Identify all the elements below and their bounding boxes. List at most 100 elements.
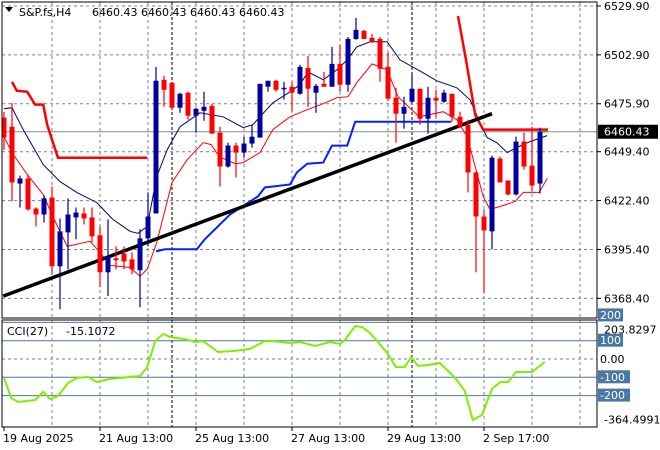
candle <box>497 156 503 183</box>
candle-body <box>441 92 447 102</box>
candle <box>9 102 15 202</box>
candle-body <box>393 97 399 114</box>
candle-body <box>57 231 63 267</box>
candle-body <box>105 256 111 273</box>
candle-body <box>233 145 239 153</box>
indicators <box>2 15 597 298</box>
candle <box>137 229 143 308</box>
cci-max-label: 203.8297 <box>604 324 657 337</box>
candle-body <box>9 126 15 183</box>
price-tick-label: 6422.40 <box>604 195 650 208</box>
cci-min-label: -364.4991 <box>604 414 660 427</box>
candle <box>97 226 103 288</box>
red-stop-line <box>456 15 548 131</box>
candle <box>449 93 455 122</box>
price-tick-label: 6395.40 <box>604 243 650 256</box>
candle-body <box>209 105 215 134</box>
candle <box>297 64 303 95</box>
cci-header: CCI(27) -15.1072 <box>7 325 115 338</box>
date-tick-label: 19 Aug 2025 <box>3 432 73 445</box>
main-pane-border <box>1 1 598 319</box>
candle <box>289 81 295 112</box>
date-tick-label: 25 Aug 13:00 <box>195 432 269 445</box>
candle <box>225 142 231 168</box>
candle <box>321 71 327 87</box>
candle <box>65 198 71 270</box>
candle-body <box>185 92 191 116</box>
candle <box>121 246 127 270</box>
candle <box>81 207 87 225</box>
candle-body <box>241 143 247 153</box>
candle-body <box>25 178 31 210</box>
cci-level-label: 100 <box>600 334 621 347</box>
candle <box>361 29 367 39</box>
candle-body <box>193 108 199 116</box>
candle-body <box>129 259 135 270</box>
candle-body <box>297 66 303 94</box>
candle-body <box>1 117 7 138</box>
cci-pane-border <box>1 319 598 428</box>
candle <box>369 33 375 43</box>
candle <box>337 44 343 92</box>
candle <box>33 207 39 227</box>
candle <box>281 81 287 100</box>
candle-body <box>457 116 463 127</box>
candle <box>505 180 511 196</box>
candle <box>273 79 279 92</box>
candle <box>49 186 55 275</box>
date-tick-label: 27 Aug 13:00 <box>291 432 365 445</box>
trendline[interactable] <box>2 112 493 298</box>
ohlc-values: 6460.43 6460.43 6460.43 6460.43 <box>92 6 284 19</box>
candle <box>73 207 79 240</box>
candle-body <box>433 97 439 101</box>
candle-body <box>401 106 407 114</box>
candle <box>265 80 271 92</box>
candle-body <box>145 216 151 239</box>
candle-body <box>73 212 79 218</box>
candle-body <box>465 124 471 173</box>
candle <box>201 91 207 121</box>
candle-body <box>385 66 391 99</box>
candle <box>433 89 439 118</box>
candle-body <box>473 172 479 217</box>
candle-body <box>329 63 335 87</box>
candle <box>441 89 447 103</box>
cci-level-label: -100 <box>600 371 625 384</box>
candle <box>145 192 151 247</box>
candle-body <box>97 235 103 273</box>
candle <box>25 174 31 211</box>
candle <box>409 73 415 103</box>
candle <box>209 103 215 134</box>
candle-body <box>281 87 287 90</box>
candle <box>537 127 543 194</box>
candle-body <box>337 63 343 85</box>
candle-body <box>17 178 23 184</box>
price-tick-label: 6502.90 <box>604 49 650 62</box>
candle-body <box>513 141 519 195</box>
candle <box>153 66 159 214</box>
candle-body <box>361 30 367 39</box>
candle-body <box>377 38 383 69</box>
candle <box>393 87 399 143</box>
candle <box>177 92 183 113</box>
current-price-label: 6460.43 <box>604 126 650 139</box>
candle <box>105 219 111 297</box>
cci-value: -15.1072 <box>66 325 115 338</box>
candle-body <box>257 83 263 138</box>
candle-body <box>449 93 455 117</box>
candle-body <box>177 93 183 108</box>
cci-level-badge <box>598 388 630 402</box>
candle <box>417 88 423 125</box>
candle <box>257 83 263 138</box>
dropdown-triangle-icon[interactable] <box>5 7 13 12</box>
candle-body <box>225 145 231 167</box>
candle-body <box>305 67 311 89</box>
cci-title: CCI(27) <box>7 325 48 338</box>
chart-header: S&P.fs,H4 6460.43 6460.43 6460.43 6460.4… <box>5 6 284 19</box>
candle <box>521 132 527 170</box>
candle <box>249 124 255 148</box>
date-tick-label: 29 Aug 13:00 <box>387 432 461 445</box>
price-tick-label: 6368.40 <box>604 292 650 305</box>
candle <box>241 136 247 158</box>
